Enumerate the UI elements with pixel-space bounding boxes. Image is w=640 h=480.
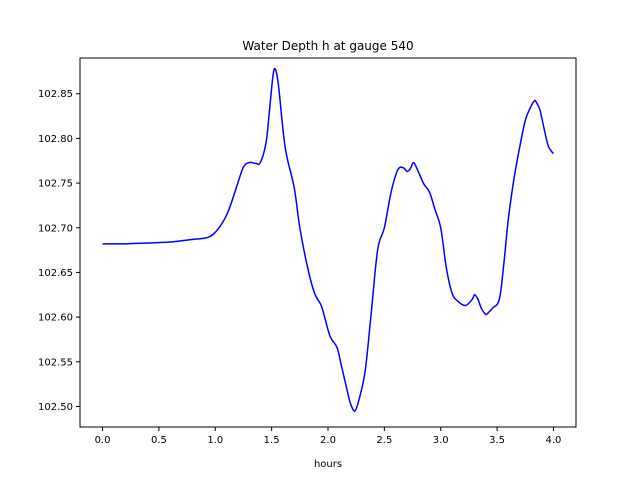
- x-tick-label: 1.5: [264, 435, 280, 446]
- x-axis-label: hours: [314, 459, 342, 470]
- x-tick-label: 4.0: [546, 435, 562, 446]
- x-tick-label: 0.0: [95, 435, 111, 446]
- x-axis-ticks: 0.0 0.5 1.0 1.5 2.0 2.5 3.0 3.5 4.0: [95, 427, 562, 446]
- y-tick-label: 102.50: [38, 402, 73, 413]
- x-tick-label: 3.0: [433, 435, 449, 446]
- y-tick-label: 102.60: [38, 313, 73, 324]
- series-line: [102, 67, 555, 412]
- x-tick-label: 0.5: [151, 435, 167, 446]
- y-tick-label: 102.80: [38, 134, 73, 145]
- chart-title: Water Depth h at gauge 540: [242, 39, 413, 53]
- x-tick-label: 2.0: [320, 435, 336, 446]
- y-tick-label: 102.55: [38, 357, 73, 368]
- x-tick-label: 3.5: [489, 435, 505, 446]
- y-tick-label: 102.70: [38, 223, 73, 234]
- x-tick-label: 2.5: [376, 435, 392, 446]
- plot-frame: [79, 57, 577, 428]
- y-tick-label: 102.65: [38, 268, 73, 279]
- y-axis-ticks: 102.50 102.55 102.60 102.65 102.70 102.75 102.…: [38, 89, 80, 413]
- x-tick-label: 1.0: [207, 435, 223, 446]
- y-tick-label: 102.75: [38, 179, 73, 190]
- y-tick-label: 102.85: [38, 89, 73, 100]
